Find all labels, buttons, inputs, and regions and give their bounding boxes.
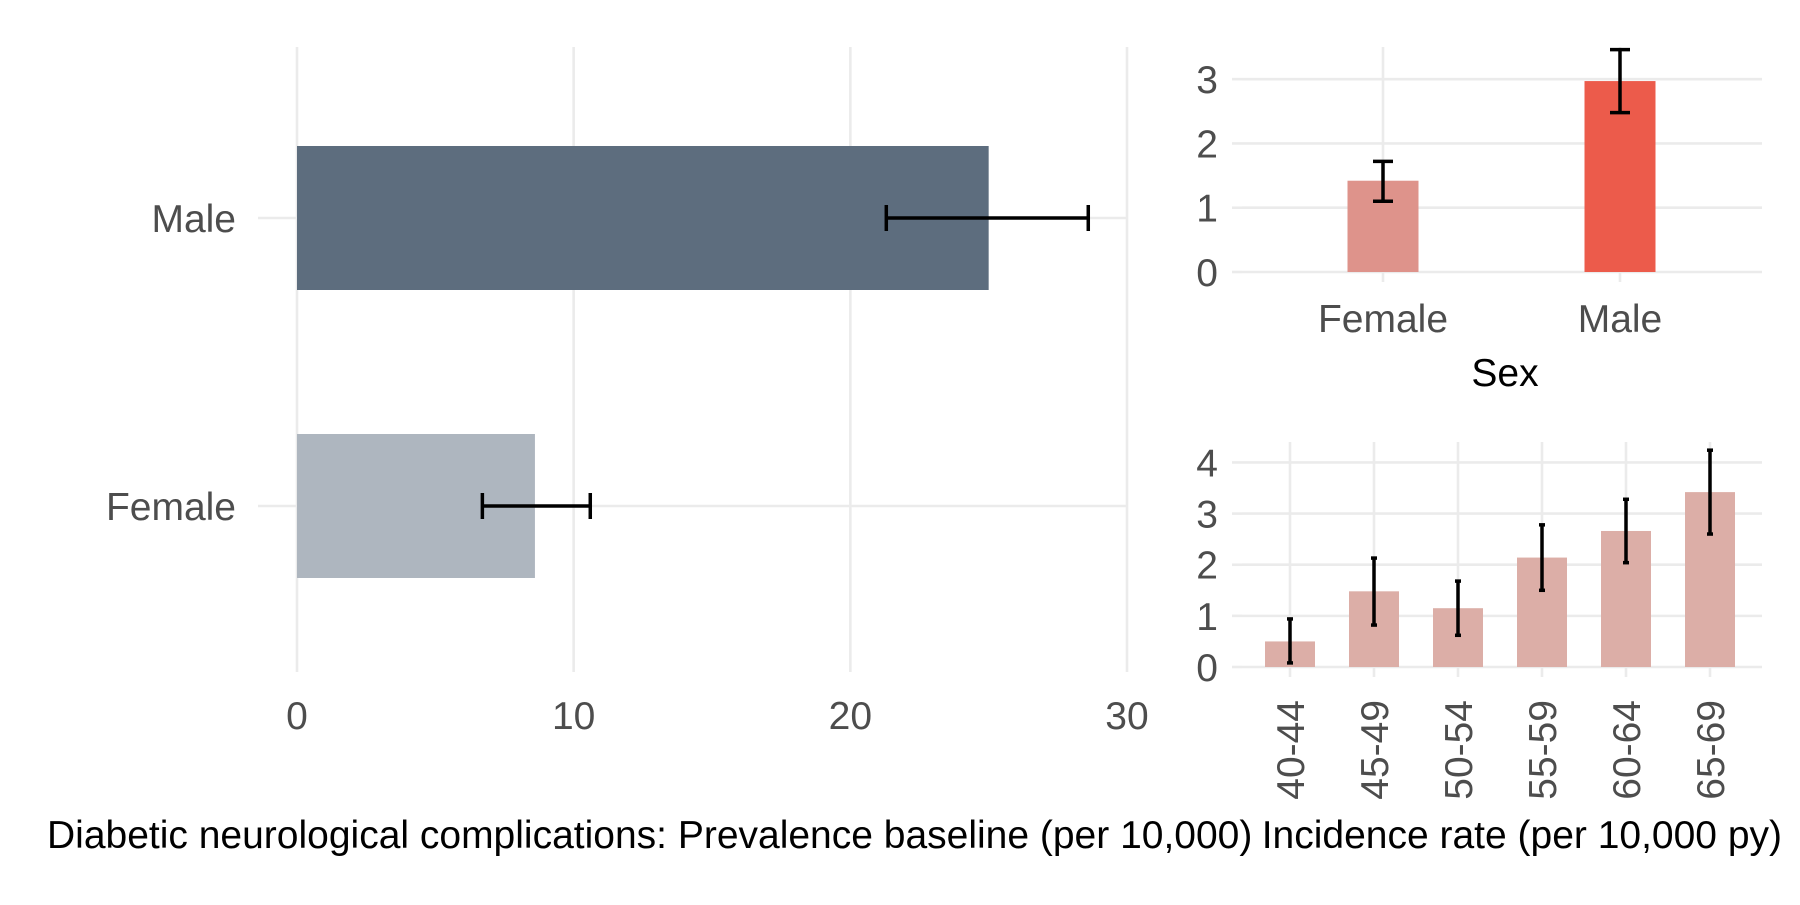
y-tick-label-male: Male	[151, 198, 236, 241]
bar-male	[297, 146, 989, 290]
x-tick-label-40-44: 40-44	[1270, 700, 1313, 800]
y-tick-label-female: Female	[106, 486, 236, 529]
error-bar-65-69	[1707, 448, 1713, 536]
incidence-by-sex-panel: 0 1 2 3 Female Male	[1196, 47, 1762, 341]
x-tick-label-55-59: 55-59	[1522, 700, 1565, 800]
x-tick-label-male: Male	[1578, 298, 1663, 341]
error-bar-40-44	[1287, 617, 1293, 665]
y-tick-label: 3	[1196, 59, 1218, 102]
x-tick-label-65-69: 65-69	[1690, 700, 1733, 800]
error-bar-45-49	[1371, 556, 1377, 627]
error-bar-male	[884, 205, 1091, 231]
prevalence-axis-title: Diabetic neurological complications: Pre…	[47, 814, 1252, 857]
x-tick-label-60-64: 60-64	[1606, 700, 1649, 800]
x-tick-label: 30	[1105, 695, 1148, 738]
y-tick-label: 0	[1196, 252, 1218, 295]
incidence-axis-title: Incidence rate (per 10,000 py)	[1262, 814, 1782, 857]
y-tick-label: 1	[1196, 188, 1218, 231]
x-tick-label: 10	[552, 695, 595, 738]
error-bar-50-54	[1455, 579, 1461, 638]
y-tick-label: 0	[1196, 647, 1218, 690]
error-bar-male	[1610, 47, 1630, 115]
x-tick-label: 20	[829, 695, 872, 738]
error-bar-female	[1373, 159, 1393, 204]
error-bar-female	[480, 493, 593, 519]
x-tick-label: 0	[286, 695, 308, 738]
y-tick-label: 1	[1196, 596, 1218, 639]
error-bar-55-59	[1539, 523, 1545, 593]
x-tick-label-50-54: 50-54	[1438, 700, 1481, 800]
y-tick-label: 2	[1196, 123, 1218, 166]
x-tick-label-45-49: 45-49	[1354, 700, 1397, 800]
x-tick-label-female: Female	[1318, 298, 1448, 341]
prevalence-panel: 0 10 20 30 Male Female	[106, 47, 1149, 738]
y-tick-label: 4	[1196, 442, 1218, 485]
sex-axis-title: Sex	[1471, 352, 1539, 395]
incidence-by-age-panel: 0 1 2 3 4 40-44 45-49 50-54 55-59 60-64 65-69	[1196, 442, 1762, 800]
y-tick-label: 3	[1196, 494, 1218, 537]
error-bar-60-64	[1623, 497, 1629, 565]
y-tick-label: 2	[1196, 545, 1218, 588]
